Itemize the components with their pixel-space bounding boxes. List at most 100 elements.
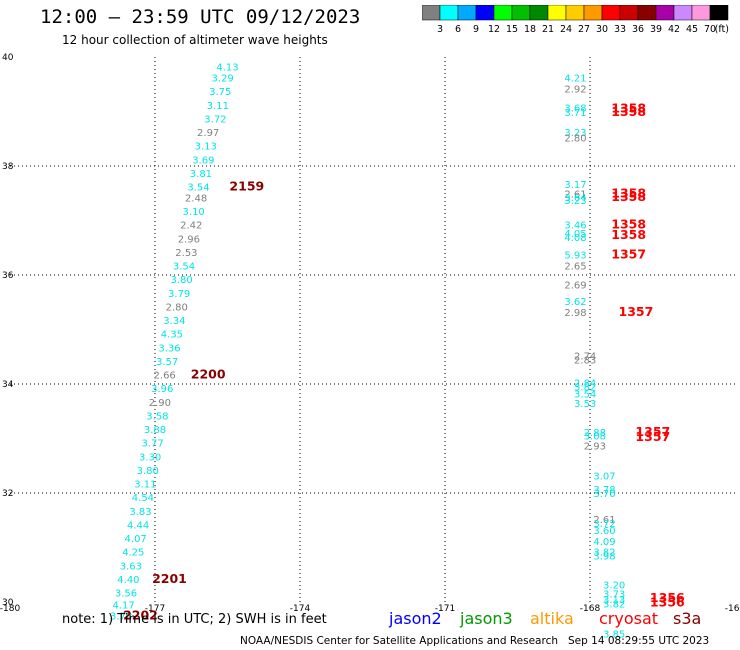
- track-west-wave-height: 3.54: [173, 262, 195, 273]
- x-tick-label: -180: [0, 604, 20, 614]
- color-scale-legend: 3 6 9 12 15 18 21 24 27 30 33 36 39 42 45 70(ft): [422, 5, 729, 35]
- track-east-wave-height: 3.62: [564, 297, 586, 308]
- track-east-wave-height: 3.82: [574, 383, 596, 394]
- track-west-wave-height: 3.36: [158, 343, 180, 354]
- track-east-wave-height: 2.61: [564, 190, 586, 201]
- track-east-wave-height: 3.72: [593, 519, 615, 530]
- track-west-wave-height: 3.79: [168, 289, 190, 300]
- track-east-time-label: 1357: [611, 247, 646, 262]
- track-west-wave-height: 4.13: [216, 63, 238, 74]
- track-east-wave-height: 3.23: [564, 196, 586, 207]
- track-east-wave-height: 3.68: [564, 104, 586, 115]
- x-tick-label: -171: [435, 604, 455, 614]
- track-west-wave-height: 4.07: [125, 534, 147, 545]
- track-west-time-label: 2202: [123, 607, 158, 622]
- color-scale-label: 15: [506, 24, 518, 35]
- track-east-time-label: 1358: [611, 189, 646, 204]
- color-scale-label: 3: [437, 24, 443, 35]
- track-west-wave-height: 3.81: [190, 169, 212, 180]
- track-west-wave-height: 4.40: [117, 575, 139, 586]
- track-west-time-label: 2200: [191, 367, 226, 382]
- track-west-wave-height: 4.25: [122, 548, 144, 559]
- track-east-wave-height: 3.82: [593, 548, 615, 559]
- color-scale-label: 12: [488, 24, 500, 35]
- track-east-wave-height: 3.71: [564, 108, 586, 119]
- track-east-wave-height: 2.65: [564, 262, 586, 273]
- track-west-wave-height: 4.44: [127, 520, 149, 531]
- track-east-time-label: 1357: [619, 304, 654, 319]
- track-east-wave-height: 3.17: [564, 180, 586, 191]
- track-west-wave-height: 3.11: [207, 101, 229, 112]
- track-east-wave-height: 2.98: [564, 308, 586, 319]
- track-east-time-label: 1356: [650, 594, 685, 609]
- track-east-wave-height: 2.74: [574, 351, 596, 362]
- track-east-time-label: 1358: [611, 186, 646, 201]
- track-east-wave-height: 4.08: [564, 233, 586, 244]
- color-scale-label: 36: [632, 24, 644, 35]
- track-west-wave-height: 3.75: [209, 87, 231, 98]
- track-east-time-label: 1358: [611, 227, 646, 242]
- color-scale-label: 18: [524, 24, 536, 35]
- track-west-wave-height: 3.11: [134, 480, 156, 491]
- track-west-time-label: 2159: [229, 179, 264, 194]
- color-swatch: [709, 5, 729, 21]
- track-east-time-label: 1357: [635, 429, 670, 444]
- track-east-wave-height: 4.09: [593, 537, 615, 548]
- y-tick-label: 38: [2, 162, 14, 172]
- track-east-wave-height: 2.92: [564, 84, 586, 95]
- track-west-wave-height: 2.90: [149, 398, 171, 409]
- track-east-wave-height: 3.08: [584, 432, 606, 443]
- track-west-wave-height: 2.48: [185, 193, 207, 204]
- color-scale-label: 6: [455, 24, 461, 35]
- track-east-wave-height: 3.53: [574, 399, 596, 410]
- track-west-wave-height: 3.96: [151, 384, 173, 395]
- track-east-wave-height: 3.23: [564, 128, 586, 139]
- track-east-wave-height: 3.07: [593, 471, 615, 482]
- y-tick-label: 36: [2, 271, 14, 281]
- track-east-time-label: 1358: [611, 101, 646, 116]
- track-east-wave-height: 3.13: [603, 595, 625, 606]
- track-east-wave-height: 3.70: [593, 489, 615, 500]
- track-east-wave-height: 3.82: [603, 599, 625, 610]
- x-tick-label: -165: [725, 604, 740, 614]
- track-east-wave-height: 3.64: [564, 193, 586, 204]
- track-west-wave-height: 2.97: [197, 128, 219, 139]
- track-west-wave-height: 4.17: [112, 601, 134, 612]
- track-east-wave-height: 3.85: [603, 629, 625, 640]
- color-scale-label: 70: [704, 24, 716, 35]
- track-east-wave-height: 2.61: [593, 515, 615, 526]
- track-east-wave-height: 3.54: [574, 390, 596, 401]
- track-west-wave-height: 3.72: [204, 114, 226, 125]
- track-east-wave-height: 3.60: [593, 526, 615, 537]
- color-scale-label: 9: [473, 24, 479, 35]
- track-west-wave-height: 2.96: [178, 234, 200, 245]
- legend-s3a: s3a: [673, 609, 702, 628]
- track-east-wave-height: 5.93: [564, 251, 586, 262]
- track-west-wave-height: 2.66: [154, 371, 176, 382]
- track-east-wave-height: 2.83: [574, 355, 596, 366]
- track-west-wave-height: 4.35: [161, 330, 183, 341]
- track-west-wave-height: 3.10: [183, 207, 205, 218]
- track-east-wave-height: 3.98: [593, 551, 615, 562]
- x-tick-label: -168: [580, 604, 601, 614]
- track-west-wave-height: 3.57: [156, 357, 178, 368]
- track-west-wave-height: 2.53: [175, 248, 197, 259]
- track-east-wave-height: 2.93: [584, 441, 606, 452]
- track-west-wave-height: 3.63: [120, 561, 142, 572]
- track-west-wave-height: 2.42: [180, 221, 202, 232]
- chart-subtitle: 12 hour collection of altimeter wave hei…: [62, 33, 328, 47]
- track-east-wave-height: 3.73: [603, 590, 625, 601]
- track-east-wave-height: 3.78: [593, 485, 615, 496]
- track-east-wave-height: 3.46: [564, 221, 586, 232]
- track-east-wave-height: 2.80: [564, 133, 586, 144]
- track-east-wave-height: 2.69: [564, 281, 586, 292]
- track-east-time-label: 1356: [650, 590, 685, 605]
- track-west-wave-height: 3.80: [170, 275, 192, 286]
- track-west-wave-height: 3.54: [187, 183, 209, 194]
- track-east-wave-height: 2.84: [574, 379, 596, 390]
- track-east-wave-height: 4.05: [564, 229, 586, 240]
- track-west-wave-height: 2.80: [166, 302, 188, 313]
- track-west-time-label: 2201: [152, 571, 187, 586]
- x-tick-label: -174: [290, 604, 311, 614]
